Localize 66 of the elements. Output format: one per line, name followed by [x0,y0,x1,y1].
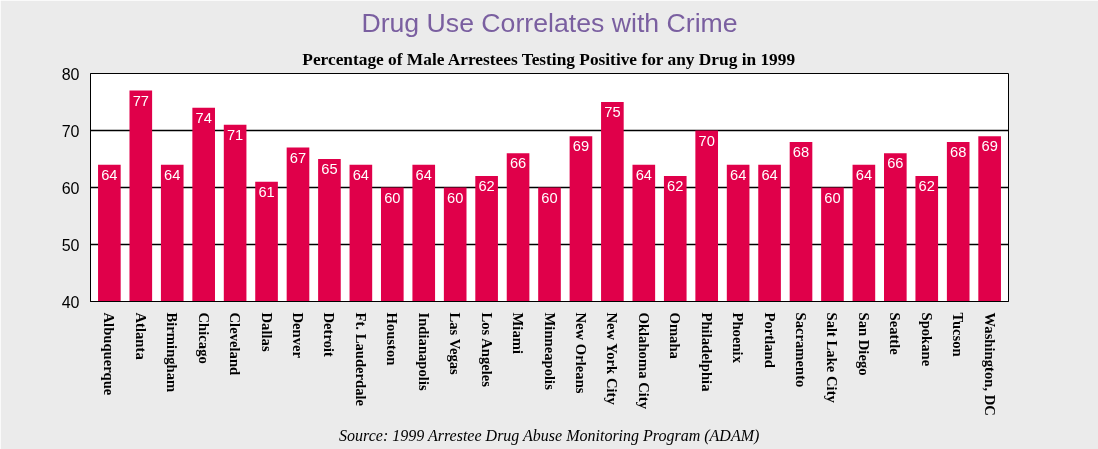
data-label: 64 [415,166,432,183]
data-label: 60 [541,189,558,206]
x-tick-label: Houston [384,312,401,366]
x-tick-label: Los Angeles [478,312,495,388]
x-tick-label: Dallas [258,312,275,352]
data-label: 62 [478,178,495,195]
data-label: 64 [635,166,652,183]
data-label: 64 [761,166,778,183]
y-tick-label: 50 [61,236,80,254]
x-tick-label: Phoenix [730,312,747,364]
x-tick-label: Portland [761,312,778,368]
y-tick-label: 70 [61,122,80,140]
x-tick-label: Oklahoma City [635,312,652,410]
source-note: Source: 1999 Arrestee Drug Abuse Monitoring Program (ADAM) [339,426,760,445]
x-tick-label: Cleveland [227,312,244,376]
data-label: 64 [729,166,747,183]
data-label: 74 [195,109,212,126]
x-tick-label: Miami [510,312,527,355]
x-tick-label: Albuquerque [101,312,118,396]
data-label: 69 [981,138,998,155]
x-tick-label: Ft. Lauderdale [352,312,369,407]
y-tick-label: 40 [61,293,80,311]
data-label: 60 [384,189,401,206]
x-tick-label: Detroit [321,312,338,358]
x-tick-label: New York City [604,312,621,406]
data-label: 64 [352,166,370,183]
data-label: 62 [667,178,684,195]
data-label: 75 [604,104,621,120]
data-label: 60 [824,189,841,206]
x-tick-label: New Orleans [572,312,589,394]
data-label: 68 [950,143,967,160]
data-label: 67 [289,149,307,166]
data-label: 60 [447,189,464,206]
x-tick-label: Philadelphia [698,312,715,393]
x-tick-label: Atlanta [132,312,149,361]
data-label: 64 [855,166,873,183]
data-label: 66 [887,155,904,172]
x-tick-label: Seattle [887,312,904,356]
data-label: 62 [918,178,935,195]
data-label: 66 [509,155,527,172]
y-tick-label: 60 [61,179,80,197]
y-tick-label: 80 [61,65,80,83]
data-label: 61 [258,183,275,200]
x-tick-label: Tucson [950,312,967,357]
data-label: 64 [164,166,181,183]
x-tick-label: Spokane [918,312,935,367]
x-tick-label: Omaha [667,312,684,360]
data-label: 65 [321,161,338,177]
chart-title: Drug Use Correlates with Crime [361,7,738,38]
x-tick-label: San Diego [855,312,872,376]
x-tick-label: Indianapolis [415,312,432,392]
data-label: 68 [792,143,810,160]
x-tick-label: Salt Lake City [824,312,841,404]
x-tick-label: Washington, DC [981,312,998,416]
x-tick-label: Birmingham [164,312,181,393]
x-tick-label: Chicago [195,312,212,364]
x-tick-label: Las Vegas [447,312,464,376]
chart-subtitle: Percentage of Male Arrestees Testing Positive for any Drug in 1999 [302,49,796,69]
x-tick-label: Sacramento [793,312,810,388]
data-label: 70 [698,132,715,149]
data-label: 71 [226,126,244,143]
data-label: 69 [572,138,590,155]
x-tick-label: Denver [289,312,306,359]
data-label: 64 [101,166,118,183]
x-tick-label: Minneapolis [541,312,558,391]
data-label: 77 [132,92,149,109]
